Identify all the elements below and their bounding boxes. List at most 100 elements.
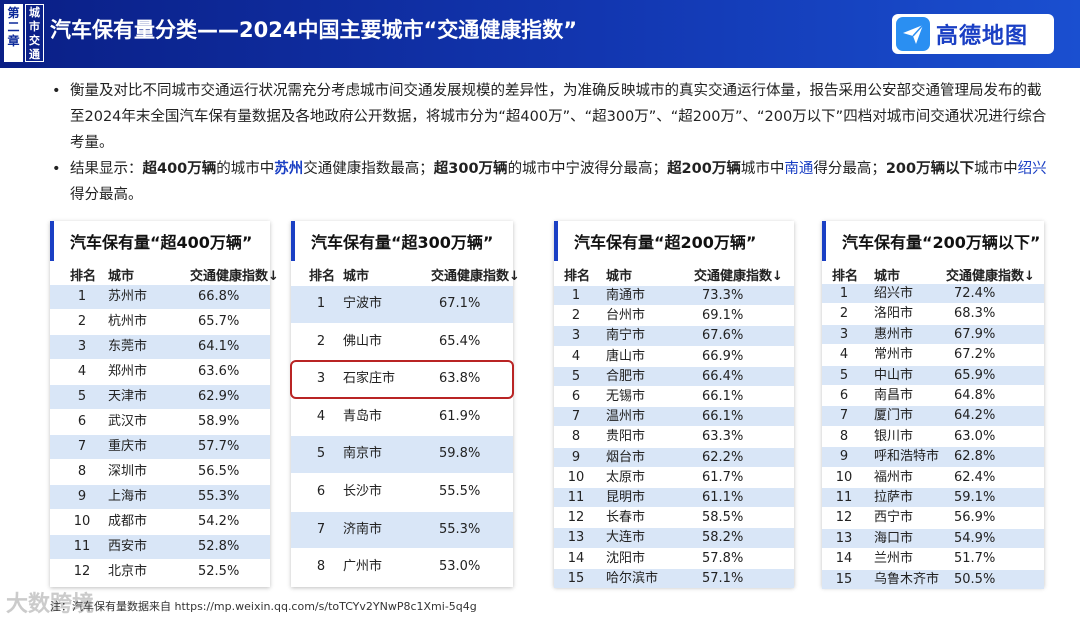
table-row: 6 武汉市 58.9% <box>50 410 270 434</box>
table-header-row: 排名 城市 交通健康指数↓ <box>50 265 279 285</box>
index-cell: 62.9% <box>198 389 240 404</box>
city-cell: 长春市 <box>606 510 646 526</box>
index-cell: 51.7% <box>954 551 996 567</box>
rank-cell: 3 <box>571 328 581 344</box>
city-cell: 西安市 <box>108 539 148 554</box>
index-cell: 64.8% <box>954 388 996 403</box>
rank-cell: 10 <box>835 469 853 485</box>
rank-cell: 1 <box>77 289 87 304</box>
table-row: 3 南宁市 67.6% <box>554 326 794 346</box>
rank-cell: 1 <box>316 296 326 311</box>
index-cell: 63.8% <box>439 371 481 387</box>
table-row: 11 拉萨市 59.1% <box>822 488 1044 508</box>
index-cell: 54.9% <box>954 530 996 546</box>
rank-cell: 2 <box>77 314 87 329</box>
index-cell: 52.5% <box>198 564 240 579</box>
table-row: 13 大连市 58.2% <box>554 528 794 548</box>
rank-cell: 3 <box>839 326 849 342</box>
rank-cell: 9 <box>77 489 87 504</box>
index-cell: 67.6% <box>702 328 744 344</box>
city-cell: 青岛市 <box>343 408 383 424</box>
city-cell: 海口市 <box>874 530 914 546</box>
city-cell: 苏州市 <box>108 289 148 304</box>
city-cell: 合肥市 <box>606 368 646 384</box>
city-cell: 南京市 <box>343 446 383 462</box>
ranking-table-1: 汽车保有量“超400万辆” 排名 城市 交通健康指数↓ 1 苏州市 66.8% 2 杭州市 65.… <box>50 221 279 587</box>
results-text: 城市中 <box>974 161 1018 177</box>
city-cell: 哈尔滨市 <box>606 570 659 586</box>
column-header-city: 城市 <box>874 269 901 284</box>
table-row: 12 长春市 58.5% <box>554 508 794 527</box>
paper-plane-icon <box>896 17 930 51</box>
index-cell: 50.5% <box>954 571 996 587</box>
rank-cell: 5 <box>571 368 581 384</box>
ranking-table-4: 汽车保有量“200万辆以下” 排名 城市 交通健康指数↓ 1 绍兴市 72.4% 2 洛阳市 68… <box>822 221 1044 589</box>
column-header-city: 城市 <box>108 269 135 284</box>
rank-cell: 2 <box>839 306 849 322</box>
results-highlight: 南通 <box>784 161 814 177</box>
table-row: 14 沈阳市 57.8% <box>554 549 794 568</box>
rank-cell: 12 <box>567 510 585 526</box>
table-row: 2 杭州市 65.7% <box>50 310 270 334</box>
rank-cell: 7 <box>571 409 581 425</box>
city-cell: 常州市 <box>874 347 914 363</box>
table-row: 7 济南市 55.3% <box>291 511 513 549</box>
city-cell: 北京市 <box>108 564 148 579</box>
index-cell: 65.4% <box>439 333 481 349</box>
city-cell: 广州市 <box>343 559 383 575</box>
table-header-row: 排名 城市 交通健康指数↓ <box>291 265 520 285</box>
table-row: 15 哈尔滨市 57.1% <box>554 568 794 588</box>
rank-cell: 8 <box>316 559 326 575</box>
table-row: 14 兰州市 51.7% <box>822 549 1044 568</box>
rank-cell: 6 <box>77 414 87 429</box>
index-cell: 64.1% <box>198 339 240 354</box>
index-cell: 61.9% <box>439 408 481 424</box>
city-cell: 绍兴市 <box>874 286 914 301</box>
index-cell: 66.8% <box>198 289 240 304</box>
rank-cell: 9 <box>839 449 849 465</box>
table-row: 5 中山市 65.9% <box>822 365 1044 385</box>
footnote: 注：汽车保有量数据来自 https://mp.weixin.qq.com/s/t… <box>50 600 477 613</box>
rank-cell: 6 <box>571 389 581 404</box>
chapter-label: 第二章 <box>4 4 23 62</box>
table-row: 7 重庆市 57.7% <box>50 435 270 459</box>
index-cell: 64.2% <box>954 408 996 424</box>
index-cell: 59.8% <box>439 446 481 462</box>
rank-cell: 15 <box>567 570 585 586</box>
city-cell: 郑州市 <box>108 364 148 379</box>
rank-cell: 10 <box>73 514 91 529</box>
index-cell: 55.5% <box>439 484 481 499</box>
rank-cell: 3 <box>316 371 326 387</box>
table-row: 4 唐山市 66.9% <box>554 347 794 366</box>
index-cell: 73.3% <box>702 288 744 303</box>
index-cell: 57.8% <box>702 550 744 566</box>
results-text: 结果显示： <box>70 161 143 177</box>
city-cell: 大连市 <box>606 530 646 546</box>
results-text: 的城市中宁波得分最高； <box>507 161 668 177</box>
column-header-index: 交通健康指数↓ <box>190 269 279 284</box>
table-row: 6 无锡市 66.1% <box>554 387 794 406</box>
index-cell: 58.2% <box>702 530 744 546</box>
city-cell: 厦门市 <box>874 408 914 424</box>
table-row: 10 太原市 61.7% <box>554 468 794 487</box>
city-cell: 唐山市 <box>606 348 646 364</box>
results-text: 超400万辆 <box>142 161 217 177</box>
index-cell: 67.9% <box>954 326 996 342</box>
table-row: 11 昆明市 61.1% <box>554 488 794 508</box>
index-cell: 62.2% <box>702 449 744 465</box>
city-cell: 贵阳市 <box>606 429 646 445</box>
table-row: 9 呼和浩特市 62.8% <box>822 447 1044 467</box>
results-text: 超200万辆 <box>667 161 741 177</box>
rank-cell: 3 <box>77 339 87 354</box>
city-cell: 呼和浩特市 <box>874 449 940 465</box>
city-cell: 宁波市 <box>343 296 383 311</box>
table-title: 汽车保有量“超400万辆” <box>50 221 252 261</box>
index-cell: 56.9% <box>954 510 996 526</box>
table-row: 1 宁波市 67.1% <box>291 286 513 323</box>
city-cell: 洛阳市 <box>874 306 914 322</box>
rank-cell: 5 <box>77 389 87 404</box>
bullet-methodology: 衡量及对比不同城市交通运行状况需充分考虑城市间交通发展规模的差异性，为准确反映城… <box>52 78 1052 156</box>
city-cell: 乌鲁木齐市 <box>874 571 940 587</box>
rank-cell: 14 <box>835 551 853 567</box>
watermark: 大数跨境 <box>6 592 95 617</box>
